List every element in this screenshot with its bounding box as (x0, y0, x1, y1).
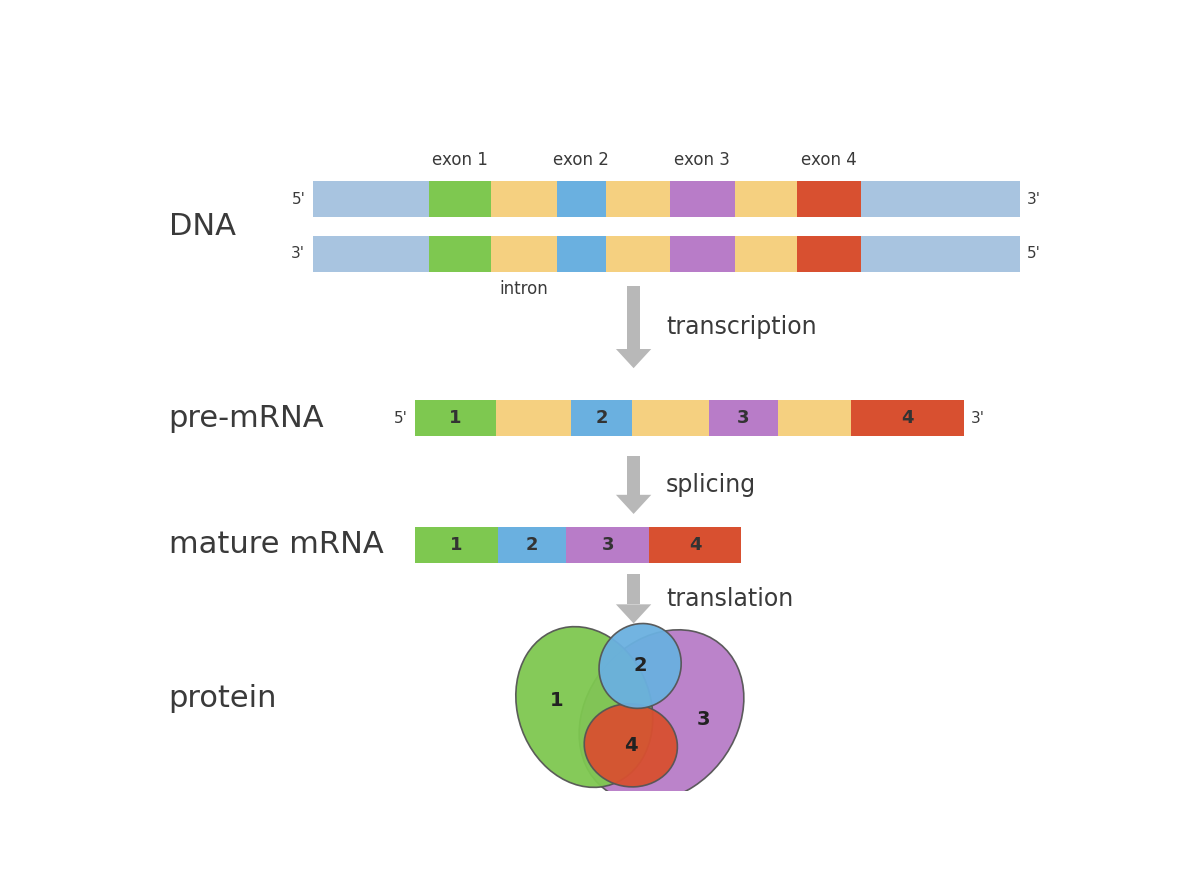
Bar (628, 456, 640, 495)
Bar (860, 236, 1020, 272)
Bar (631, 400, 709, 436)
Bar (497, 400, 571, 436)
Bar (670, 181, 734, 217)
Polygon shape (616, 495, 652, 514)
Text: 2: 2 (526, 536, 539, 554)
Text: protein: protein (168, 685, 277, 713)
Text: 5': 5' (394, 411, 408, 426)
Text: translation: translation (666, 587, 793, 611)
Text: 1: 1 (450, 536, 463, 554)
Ellipse shape (584, 704, 677, 787)
Polygon shape (616, 349, 652, 368)
Bar (557, 181, 606, 217)
Bar (606, 236, 670, 272)
Bar (860, 181, 1020, 217)
Bar (734, 181, 797, 217)
Text: 4: 4 (624, 736, 637, 755)
Bar (628, 286, 640, 349)
Text: 3': 3' (1027, 192, 1040, 206)
Text: 2: 2 (595, 409, 608, 427)
Bar (415, 527, 498, 563)
Text: 3': 3' (971, 411, 985, 426)
Bar (779, 400, 851, 436)
Bar (734, 236, 797, 272)
Ellipse shape (599, 623, 682, 709)
Bar (430, 236, 491, 272)
Text: 5': 5' (292, 192, 305, 206)
Text: 1: 1 (450, 409, 462, 427)
Text: exon 2: exon 2 (553, 151, 610, 169)
Bar (557, 236, 606, 272)
Bar (491, 181, 557, 217)
Text: 5': 5' (1027, 246, 1040, 261)
Bar (797, 181, 860, 217)
Bar (313, 181, 430, 217)
Text: 3': 3' (292, 246, 305, 261)
Bar (430, 181, 491, 217)
Bar (649, 527, 740, 563)
Ellipse shape (516, 627, 653, 788)
Text: pre-mRNA: pre-mRNA (168, 404, 324, 433)
Bar (313, 236, 430, 272)
Text: 1: 1 (550, 691, 563, 709)
Text: intron: intron (499, 280, 548, 298)
Bar (851, 400, 964, 436)
Polygon shape (616, 605, 652, 623)
Text: exon 1: exon 1 (432, 151, 488, 169)
Text: transcription: transcription (666, 315, 817, 339)
Bar (628, 573, 640, 605)
Bar (670, 236, 734, 272)
Text: 4: 4 (689, 536, 701, 554)
Bar (498, 527, 566, 563)
Text: 2: 2 (634, 656, 647, 676)
Bar (566, 527, 649, 563)
Bar (491, 236, 557, 272)
Bar (415, 400, 497, 436)
Bar (571, 400, 631, 436)
Text: exon 3: exon 3 (674, 151, 730, 169)
Text: DNA: DNA (168, 212, 235, 241)
Text: 3: 3 (696, 709, 710, 729)
Text: 3: 3 (601, 536, 614, 554)
Text: exon 4: exon 4 (800, 151, 857, 169)
Bar (797, 236, 860, 272)
Text: 4: 4 (901, 409, 913, 427)
Text: splicing: splicing (666, 473, 756, 497)
Bar (709, 400, 779, 436)
Bar (606, 181, 670, 217)
Ellipse shape (580, 629, 744, 802)
Text: mature mRNA: mature mRNA (168, 530, 383, 559)
Text: 3: 3 (737, 409, 750, 427)
